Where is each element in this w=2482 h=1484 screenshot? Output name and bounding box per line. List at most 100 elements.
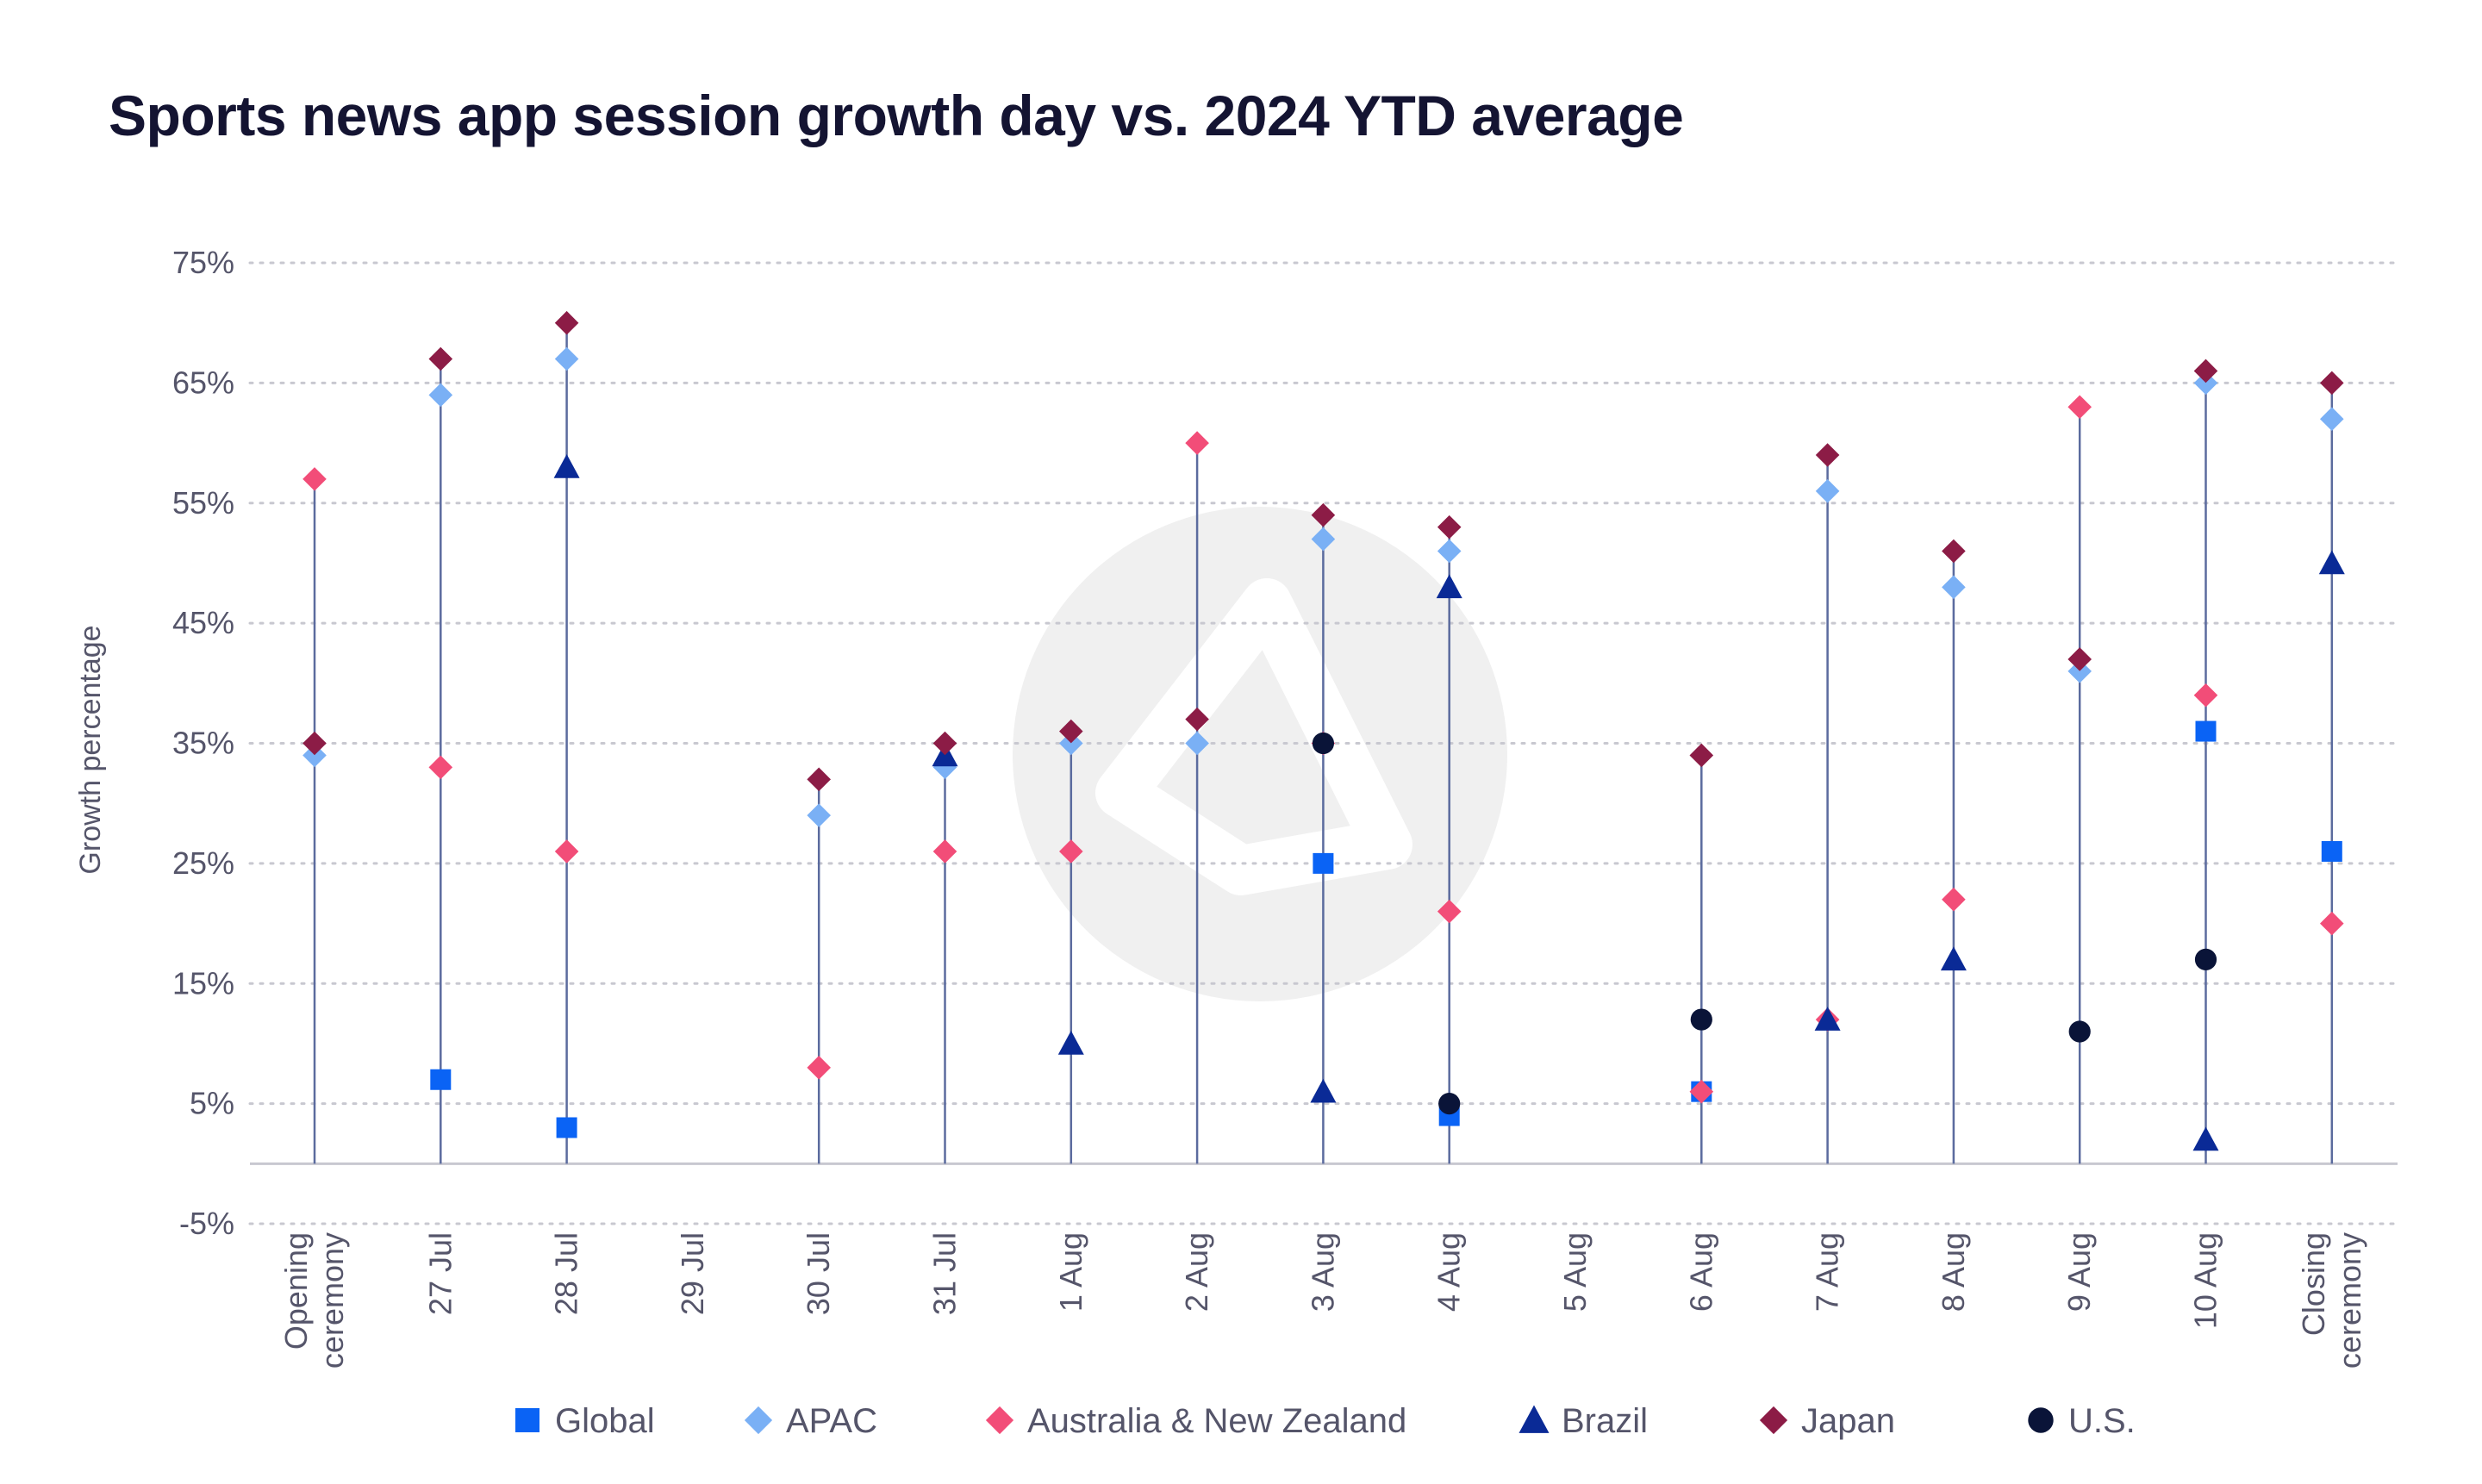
x-tick-label: 4 Aug (1431, 1232, 1467, 1312)
point-global (556, 1117, 577, 1138)
x-tick-label: 27 Jul (422, 1232, 458, 1315)
x-tick-label: 7 Aug (1810, 1232, 1845, 1312)
point-apac (2320, 407, 2344, 431)
point-australia-new-zealand (1942, 887, 1966, 912)
svg-text:31 Jul: 31 Jul (927, 1232, 963, 1315)
point-global (1313, 852, 1334, 874)
legend-marker-australia-new-zealand (985, 1406, 1014, 1435)
legend-label: U.S. (2068, 1402, 2136, 1440)
legend-item-australia-new-zealand: Australia & New Zealand (985, 1402, 1406, 1440)
markers (302, 310, 2345, 1151)
legend-item-u-s: U.S. (2028, 1402, 2136, 1440)
point-australia-new-zealand (2193, 683, 2218, 708)
x-tick-label: 5 Aug (1557, 1232, 1593, 1312)
y-tick-labels: -5% 5% 15% 25% 35% 45% 55% 65% 75% (172, 245, 234, 1241)
svg-text:Opening: Opening (278, 1232, 314, 1350)
svg-text:8 Aug: 8 Aug (1936, 1232, 1971, 1312)
point-japan (2193, 359, 2218, 383)
legend-label: Brazil (1562, 1402, 1648, 1440)
point-japan (1059, 719, 1083, 744)
y-tick-label: 45% (172, 605, 234, 640)
y-tick-label: 25% (172, 845, 234, 881)
point-brazil (1436, 574, 1462, 599)
point-japan (2320, 371, 2344, 396)
point-brazil (1940, 946, 1967, 971)
point-apac (428, 383, 453, 408)
point-australia-new-zealand (932, 839, 957, 864)
y-axis-title: Growth percentage (74, 625, 107, 874)
legend: Global APAC Australia & New Zealand Brazil J… (515, 1402, 2136, 1440)
y-tick-label: 5% (190, 1086, 234, 1121)
point-japan (1942, 539, 1966, 564)
point-brazil (1814, 1007, 1841, 1031)
point-apac (2067, 659, 2092, 683)
y-tick-label: 65% (172, 365, 234, 400)
point-japan (302, 731, 327, 756)
svg-text:7 Aug: 7 Aug (1810, 1232, 1845, 1312)
point-u-s (2194, 948, 2217, 970)
legend-item-apac: APAC (744, 1402, 877, 1440)
point-apac (1185, 731, 1209, 756)
point-brazil (1310, 1078, 1337, 1103)
point-australia-new-zealand (1689, 1079, 1714, 1104)
svg-text:6 Aug: 6 Aug (1683, 1232, 1718, 1312)
legend-item-brazil: Brazil (1519, 1402, 1648, 1440)
svg-text:3 Aug: 3 Aug (1305, 1232, 1340, 1312)
x-tick-label: 6 Aug (1683, 1232, 1718, 1312)
point-japan (1437, 514, 1462, 539)
x-tick-label: Closing ceremony (2296, 1232, 2367, 1369)
point-australia-new-zealand (2067, 395, 2092, 420)
legend-label: Australia & New Zealand (1027, 1402, 1406, 1440)
point-japan (1815, 443, 1840, 467)
svg-text:28 Jul: 28 Jul (549, 1232, 584, 1315)
x-tick-label: 2 Aug (1179, 1232, 1214, 1312)
legend-marker-apac (744, 1406, 773, 1435)
x-tick-label: 30 Jul (801, 1232, 836, 1315)
x-tick-label: 3 Aug (1305, 1232, 1340, 1312)
svg-text:29 Jul: 29 Jul (675, 1232, 710, 1315)
svg-text:4 Aug: 4 Aug (1431, 1232, 1467, 1312)
point-japan (1311, 502, 1336, 527)
svg-text:ceremony: ceremony (2332, 1232, 2367, 1369)
svg-text:Closing: Closing (2296, 1232, 2331, 1336)
point-japan (2067, 647, 2092, 671)
svg-text:27 Jul: 27 Jul (422, 1232, 458, 1315)
point-apac (2193, 371, 2218, 396)
svg-text:ceremony: ceremony (315, 1232, 350, 1369)
legend-item-japan: Japan (1759, 1402, 1895, 1440)
point-australia-new-zealand (1437, 899, 1462, 924)
point-global (430, 1069, 452, 1090)
legend-label: APAC (786, 1402, 877, 1440)
point-global (2195, 720, 2217, 742)
legend-item-global: Global (515, 1402, 655, 1440)
x-tick-label: 1 Aug (1053, 1232, 1088, 1312)
x-tick-label: 8 Aug (1936, 1232, 1971, 1312)
x-tick-label: 10 Aug (2188, 1232, 2223, 1329)
point-australia-new-zealand (302, 467, 327, 491)
point-u-s (1438, 1093, 1461, 1115)
point-brazil (553, 453, 580, 478)
chart-title: Sports news app session growth day vs. 2… (109, 84, 1684, 147)
svg-text:2 Aug: 2 Aug (1179, 1232, 1214, 1312)
point-apac (807, 803, 831, 827)
svg-text:10 Aug: 10 Aug (2188, 1232, 2223, 1329)
point-japan (1185, 707, 1209, 732)
legend-marker-japan (1759, 1406, 1788, 1435)
point-apac (302, 743, 327, 768)
x-tick-labels: Opening ceremony 27 Jul 28 Jul 29 Jul 30 Jul 3… (278, 1232, 2367, 1369)
point-apac (1311, 527, 1336, 552)
point-japan (807, 767, 831, 792)
legend-marker-global (515, 1408, 539, 1432)
point-australia-new-zealand (1185, 431, 1209, 455)
point-global (2321, 840, 2342, 862)
svg-text:5 Aug: 5 Aug (1557, 1232, 1593, 1312)
point-apac (932, 755, 957, 780)
point-u-s (1690, 1008, 1712, 1031)
y-tick-label: 35% (172, 726, 234, 761)
point-brazil (2318, 550, 2345, 575)
point-apac (554, 346, 579, 371)
y-tick-label: 75% (172, 245, 234, 280)
point-australia-new-zealand (2320, 911, 2344, 936)
x-tick-label: Opening ceremony (278, 1232, 350, 1369)
legend-label: Global (555, 1402, 655, 1440)
